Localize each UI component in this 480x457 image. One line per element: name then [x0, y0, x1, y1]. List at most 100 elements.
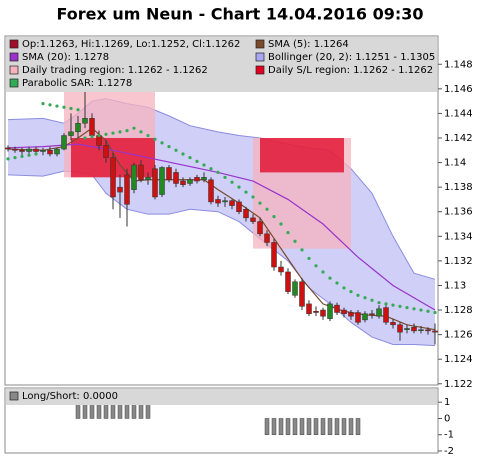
candle-body: [250, 217, 256, 222]
sar-dot: [426, 309, 430, 313]
y-tick-label: 1.128: [444, 305, 473, 316]
legend-label: Long/Short: 0.0000: [22, 391, 118, 402]
sar-dot: [328, 276, 332, 280]
candle-body: [187, 179, 193, 184]
sar-dot: [286, 231, 290, 235]
sar-dot: [237, 185, 241, 189]
plot-bar: [75, 401, 361, 435]
sar-dot: [293, 239, 297, 243]
sar-dot: [384, 302, 388, 306]
bar: [334, 418, 340, 435]
candle-body: [222, 200, 228, 203]
candle-body: [404, 328, 410, 330]
sar-dot: [34, 152, 38, 156]
candle-body: [180, 180, 186, 185]
candle-body: [110, 157, 116, 198]
y-tick-label: 1.146: [444, 84, 473, 95]
sar-dot: [48, 103, 52, 107]
candle-body: [173, 172, 179, 184]
sar-dot: [349, 290, 353, 294]
bar: [348, 418, 354, 435]
y-tick-label: 1.13: [444, 280, 466, 291]
sar-dot: [356, 293, 360, 297]
y-tick-label: 1.148: [444, 59, 473, 70]
bar: [285, 418, 291, 435]
bar: [278, 418, 284, 435]
candle-body: [271, 242, 277, 268]
candle-body: [40, 150, 46, 152]
sar-dot: [13, 156, 17, 160]
sar-dot: [139, 130, 143, 134]
candle-body: [75, 123, 81, 133]
region: [260, 137, 344, 173]
candle-body: [236, 201, 242, 212]
candle-body: [292, 281, 298, 296]
sar-dot: [55, 104, 59, 108]
bar: [320, 418, 326, 435]
candle-body: [369, 313, 375, 316]
sar-dot: [153, 137, 157, 141]
candle-body: [411, 326, 417, 332]
candle-body: [257, 221, 263, 235]
sar-dot: [244, 190, 248, 194]
sar-dot: [202, 163, 206, 167]
legend-box: [6, 389, 437, 405]
sar-dot: [405, 305, 409, 310]
candle-body: [376, 308, 382, 317]
y-tick-label: 1.122: [444, 379, 473, 390]
candle-body: [362, 313, 368, 321]
legend-swatch: [9, 78, 19, 88]
sar-dot: [20, 154, 24, 159]
y-tick-label: -2: [444, 446, 454, 457]
sar-dot: [132, 126, 136, 130]
candle-body: [89, 118, 95, 136]
sar-dot: [146, 133, 150, 138]
chart-title: Forex um Neun - Chart 14.04.2016 09:30: [56, 5, 423, 24]
candle-body: [299, 281, 305, 307]
sar-dot: [300, 248, 304, 252]
candle-body: [383, 307, 389, 323]
candle-body: [348, 312, 354, 317]
candle-body: [397, 324, 403, 333]
y-tick-label: 1.138: [444, 182, 473, 193]
candle-body: [341, 309, 347, 314]
legend-label: Daily S/L region: 1.1262 - 1.1262: [268, 65, 433, 76]
sar-dot: [321, 270, 325, 274]
legend-label: Daily trading region: 1.1262 - 1.1262: [22, 65, 208, 76]
candle-body: [327, 303, 333, 319]
bar: [292, 418, 298, 435]
sar-dot: [188, 156, 192, 160]
legend-swatch: [255, 65, 265, 75]
sar-dot: [195, 159, 199, 163]
sar-dot: [342, 286, 346, 290]
candle-body: [33, 148, 39, 152]
bar: [271, 418, 277, 435]
bar: [299, 418, 305, 435]
sar-dot: [118, 130, 122, 134]
candle-body: [5, 147, 11, 150]
sar-dot: [209, 167, 213, 171]
sar-dot: [97, 133, 101, 138]
sar-dot: [167, 144, 171, 149]
sar-dot: [104, 132, 108, 136]
sar-dot: [412, 307, 416, 311]
sar-dot: [62, 105, 66, 109]
legend-swatch: [9, 391, 19, 401]
candle-body: [152, 168, 158, 198]
candle-body: [320, 309, 326, 317]
candle-body: [138, 164, 144, 181]
sar-dot: [160, 141, 164, 145]
legend-swatch: [9, 65, 19, 75]
y-tick-label: -1: [444, 430, 454, 441]
candle-body: [285, 271, 291, 292]
candle-body: [19, 150, 25, 152]
sar-dot: [174, 148, 178, 152]
y-tick-label: 1.144: [444, 108, 473, 119]
sar-dot: [69, 106, 73, 111]
candle-body: [334, 304, 340, 313]
candle-body: [208, 179, 214, 203]
sar-dot: [230, 180, 234, 184]
candle-body: [194, 177, 200, 182]
sar-dot: [125, 129, 129, 133]
